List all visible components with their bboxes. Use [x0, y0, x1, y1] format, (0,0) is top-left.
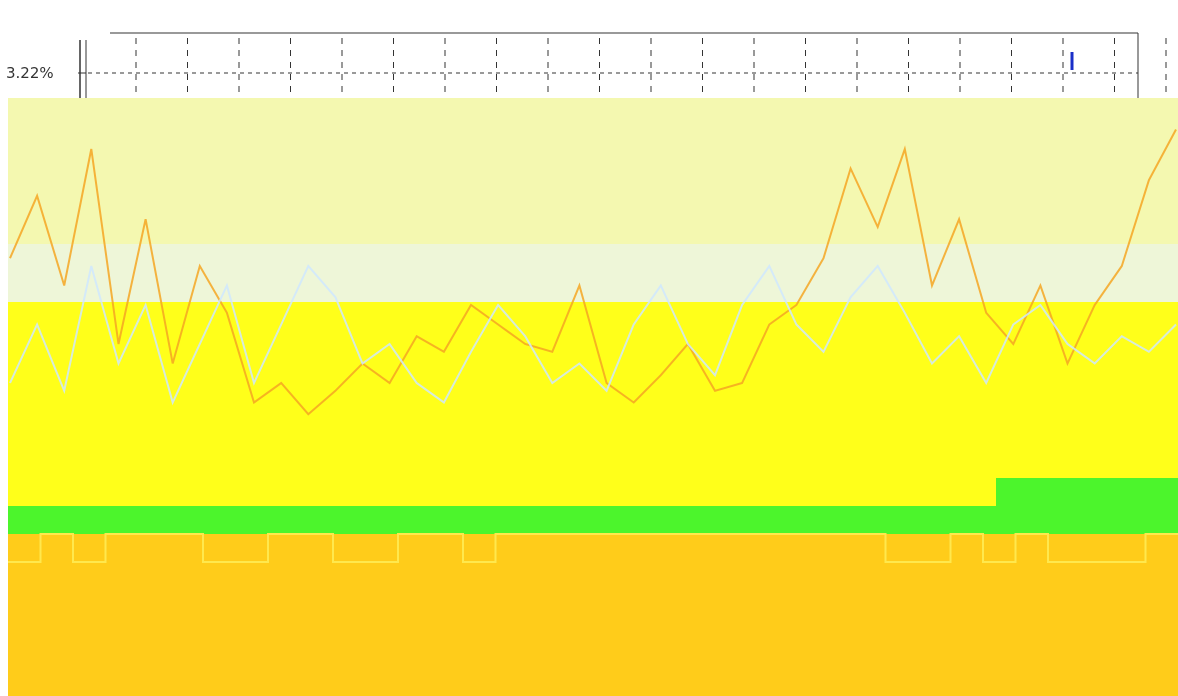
- series-line: [9, 264, 1177, 406]
- series-line: [9, 129, 1177, 416]
- y-tick-label: 3.22%: [6, 64, 54, 82]
- pale-band: [8, 98, 1178, 244]
- step-line: [8, 533, 1178, 563]
